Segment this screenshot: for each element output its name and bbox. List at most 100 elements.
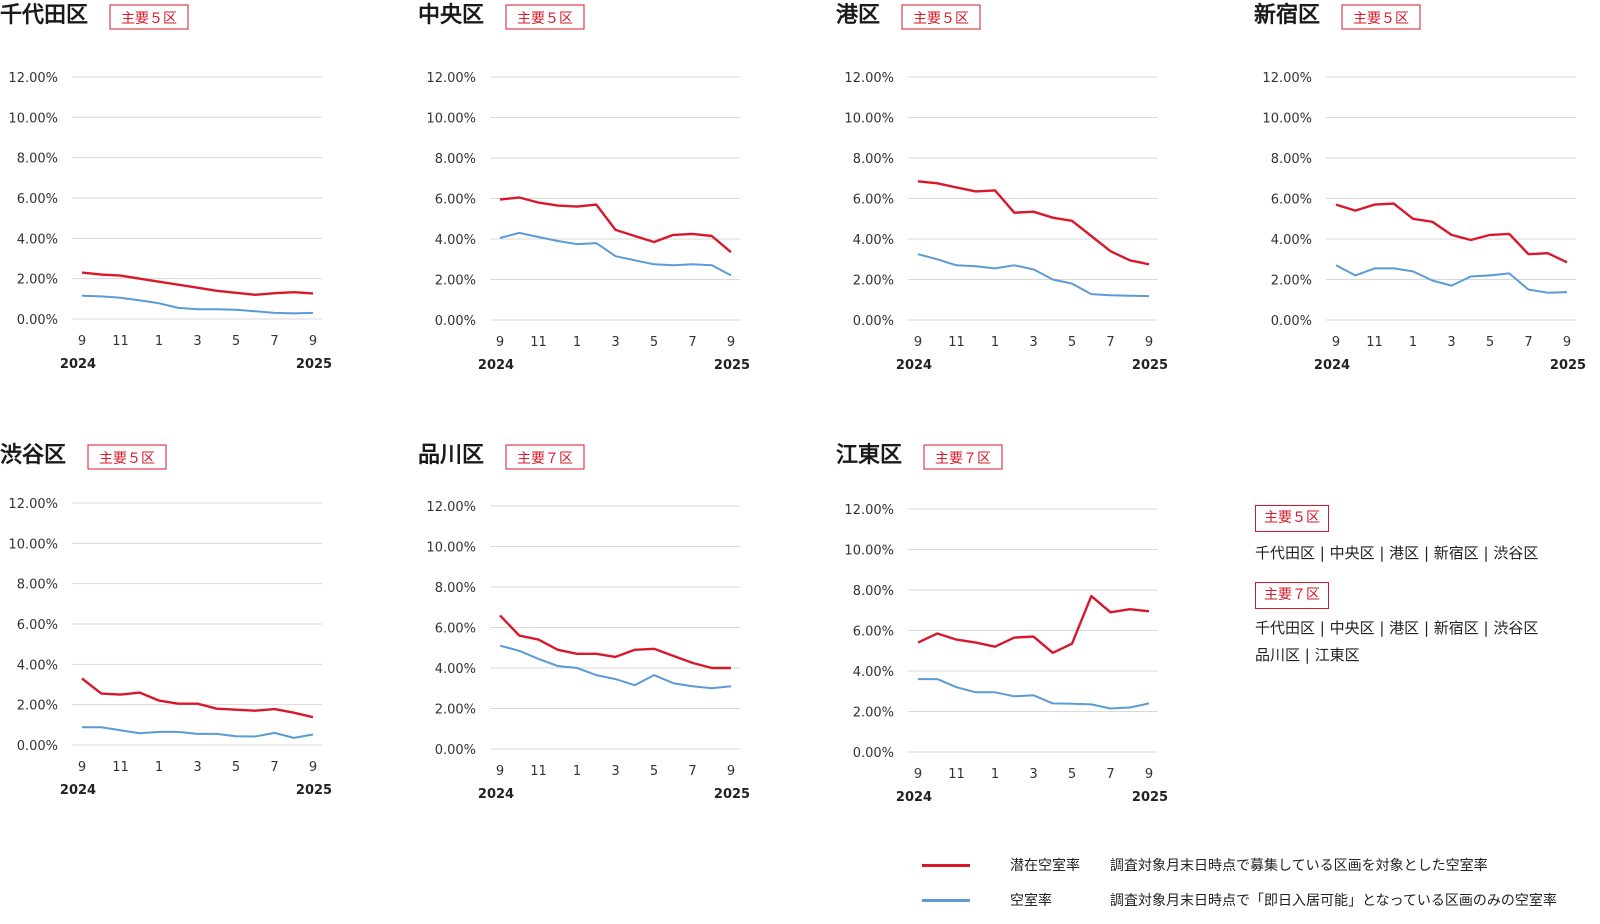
y-tick-label: 10.00%: [1262, 112, 1312, 127]
x-tick-label: 9: [1145, 335, 1153, 350]
chart-badge-box: [923, 444, 1003, 470]
y-tick-label: 10.00%: [844, 544, 894, 559]
x-tick-label: 9: [1332, 335, 1340, 350]
x-tick-label: 3: [611, 335, 619, 350]
series-line-vacancy: [81, 294, 314, 315]
x-year-label: 2024: [896, 790, 932, 805]
y-tick-label: 10.00%: [8, 537, 58, 552]
y-tick-label: 8.00%: [17, 152, 58, 167]
x-year-label: 2024: [60, 783, 96, 798]
chart-badge-box: [505, 4, 585, 30]
y-tick-label: 8.00%: [435, 152, 476, 167]
legend-vacancy-label: 空室率: [1010, 893, 1052, 909]
series-line-vacancy: [1335, 264, 1568, 294]
x-tick-label: 3: [193, 334, 201, 349]
legend-potential-desc: 調査対象月末日時点で募集している区画を対象とした空室率: [1110, 858, 1488, 874]
chart-title: 新宿区: [1254, 2, 1320, 28]
series-line-potential: [81, 271, 314, 296]
y-tick-label: 8.00%: [853, 584, 894, 599]
y-tick-label: 0.00%: [1271, 314, 1312, 329]
chart-badge-box: [87, 444, 167, 470]
y-tick-label: 0.00%: [435, 743, 476, 758]
x-tick-label: 9: [78, 760, 86, 775]
x-tick-label: 3: [1029, 767, 1037, 782]
x-tick-label: 11: [1366, 335, 1383, 350]
y-tick-label: 6.00%: [853, 625, 894, 640]
chart-badge-box: [901, 4, 981, 30]
y-tick-label: 4.00%: [435, 662, 476, 677]
x-tick-label: 9: [1563, 335, 1571, 350]
x-tick-label: 9: [727, 335, 735, 350]
y-tick-label: 2.00%: [435, 703, 476, 718]
info-line: 千代田区 | 中央区 | 港区 | 新宿区 | 渋谷区: [1255, 544, 1539, 562]
x-tick-label: 11: [948, 335, 965, 350]
chart-badge: 主要５区: [121, 11, 177, 27]
y-tick-label: 0.00%: [853, 746, 894, 761]
info-group-main7: 主要７区 千代田区 | 中央区 | 港区 | 新宿区 | 渋谷区 品川区 | 江…: [1255, 582, 1538, 669]
info-line: 千代田区 | 中央区 | 港区 | 新宿区 | 渋谷区: [1255, 619, 1539, 637]
y-tick-label: 0.00%: [853, 314, 894, 329]
x-tick-label: 1: [991, 767, 999, 782]
x-tick-label: 1: [573, 764, 581, 779]
chart-title: 品川区: [418, 443, 484, 468]
y-tick-label: 0.00%: [17, 739, 58, 754]
series-line-vacancy: [918, 678, 1150, 710]
x-tick-label: 11: [112, 760, 129, 775]
x-year-label: 2025: [296, 357, 332, 372]
x-year-label: 2025: [714, 787, 750, 802]
chart-badge: 主要７区: [517, 451, 573, 467]
y-tick-label: 12.00%: [1262, 71, 1312, 86]
x-tick-label: 3: [193, 760, 201, 775]
x-year-label: 2025: [714, 358, 750, 373]
x-tick-label: 1: [1409, 335, 1417, 350]
chart-badge-box: [109, 4, 189, 30]
info-group-main5: 主要５区 千代田区 | 中央区 | 港区 | 新宿区 | 渋谷区: [1255, 505, 1538, 566]
series-line-potential: [499, 196, 732, 254]
x-tick-label: 9: [309, 760, 317, 775]
x-tick-label: 9: [309, 334, 317, 349]
legend-vacancy-desc: 調査対象月末日時点で「即日入居可能」となっている区画のみの空室率: [1110, 893, 1557, 909]
chart-badge-box: [505, 444, 585, 470]
y-tick-label: 2.00%: [1271, 274, 1312, 289]
y-tick-label: 6.00%: [435, 622, 476, 637]
y-tick-label: 6.00%: [1271, 193, 1312, 208]
x-tick-label: 11: [112, 334, 129, 349]
x-tick-label: 9: [914, 767, 922, 782]
y-tick-label: 2.00%: [853, 706, 894, 721]
y-tick-label: 6.00%: [853, 193, 894, 208]
x-tick-label: 11: [948, 767, 965, 782]
x-tick-label: 5: [1068, 335, 1076, 350]
x-tick-label: 3: [1029, 335, 1037, 350]
legend-vacancy-swatch: [922, 898, 970, 902]
series-line-vacancy: [917, 253, 1150, 298]
x-tick-label: 7: [270, 760, 278, 775]
x-tick-label: 5: [232, 760, 240, 775]
x-tick-label: 5: [650, 764, 658, 779]
y-tick-label: 6.00%: [17, 618, 58, 633]
y-tick-label: 4.00%: [17, 658, 58, 673]
y-tick-label: 0.00%: [435, 314, 476, 329]
y-tick-label: 12.00%: [426, 71, 476, 86]
series-line-potential: [917, 180, 1150, 266]
x-tick-label: 5: [232, 334, 240, 349]
y-tick-label: 8.00%: [1271, 152, 1312, 167]
x-year-label: 2025: [1132, 358, 1168, 373]
y-tick-label: 2.00%: [435, 274, 476, 289]
x-tick-label: 9: [727, 764, 735, 779]
chart-badge: 主要５区: [1353, 11, 1409, 27]
y-tick-label: 10.00%: [426, 112, 476, 127]
x-tick-label: 7: [688, 335, 696, 350]
x-year-label: 2024: [60, 357, 96, 372]
y-tick-label: 2.00%: [853, 274, 894, 289]
y-tick-label: 8.00%: [17, 578, 58, 593]
x-tick-label: 5: [1068, 767, 1076, 782]
y-tick-label: 12.00%: [844, 503, 894, 518]
legend-potential-label: 潜在空室率: [1010, 858, 1080, 874]
series-line-vacancy: [499, 231, 732, 277]
x-tick-label: 7: [688, 764, 696, 779]
x-year-label: 2024: [478, 787, 514, 802]
legend-potential: 潜在空室率 調査対象月末日時点で募集している区画を対象とした空室率: [922, 855, 1488, 875]
chart-title: 港区: [836, 3, 880, 28]
x-tick-label: 9: [914, 335, 922, 350]
